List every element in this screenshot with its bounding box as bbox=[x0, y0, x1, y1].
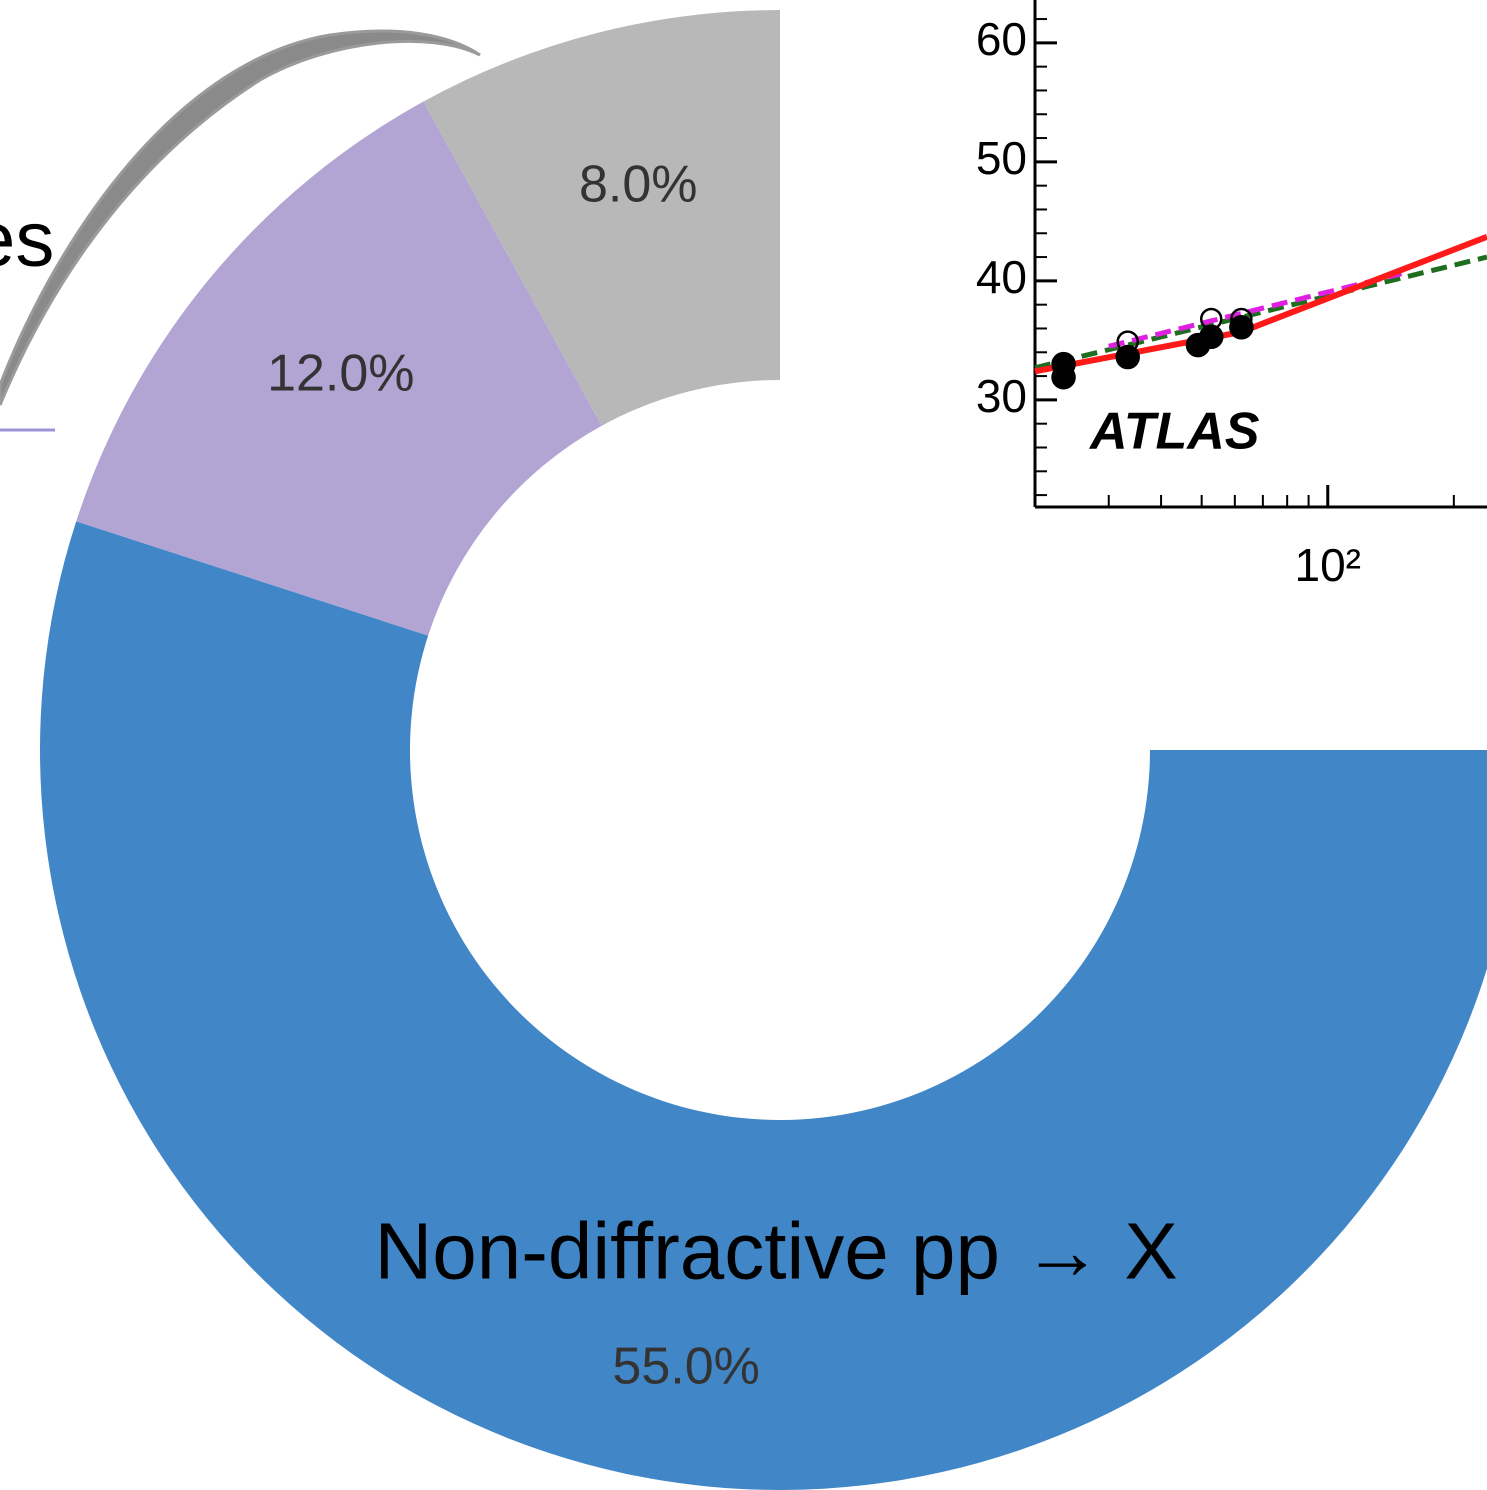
line-chart: 30 40 50 60 10² ATLAS bbox=[976, 0, 1487, 591]
value-label: 55.0% bbox=[612, 1337, 759, 1395]
y-tick-label: 50 bbox=[976, 132, 1027, 184]
y-tick-label: 30 bbox=[976, 370, 1027, 422]
y-tick-label: 60 bbox=[976, 13, 1027, 65]
segment-label: Non-diffractive pp → X bbox=[374, 1207, 1177, 1296]
value-label: 8.0% bbox=[579, 156, 698, 214]
donut-chart: Non-diffractive pp → X 55.0% 12.0% 8.0% bbox=[40, 10, 1487, 1490]
slide-text: es bbox=[0, 195, 54, 283]
data-point bbox=[1051, 365, 1076, 390]
donut-segment bbox=[423, 10, 780, 426]
x-tick-label: 10² bbox=[1295, 539, 1361, 591]
data-point bbox=[1229, 315, 1254, 340]
annotation: ATLAS bbox=[1088, 403, 1260, 461]
y-tick-label: 40 bbox=[976, 251, 1027, 303]
donut-segment bbox=[40, 521, 1487, 1490]
data-point bbox=[1198, 324, 1224, 350]
data-point bbox=[1115, 344, 1140, 370]
value-label: 12.0% bbox=[267, 344, 414, 402]
curved-arrow bbox=[0, 29, 481, 406]
donut-segment bbox=[76, 101, 602, 636]
plot-background bbox=[1035, 0, 1487, 507]
series-line bbox=[1034, 254, 1487, 371]
